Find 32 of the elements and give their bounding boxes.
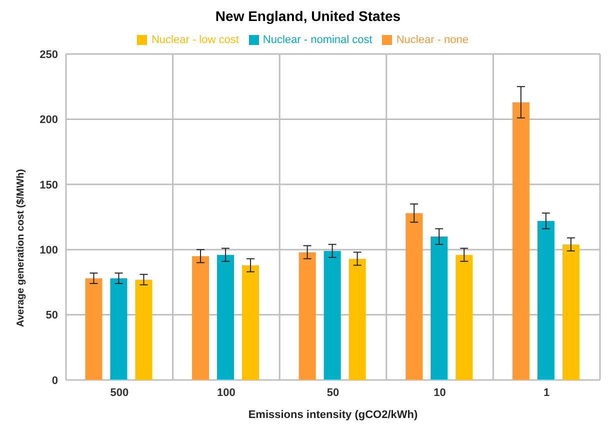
x-tick-label: 500 [110, 386, 129, 399]
bar [298, 252, 316, 380]
bar [406, 213, 423, 380]
y-tick-label: 200 [40, 114, 58, 126]
bar [85, 278, 102, 380]
y-tick-label: 100 [40, 244, 58, 257]
bar [537, 220, 554, 380]
bar [110, 278, 128, 380]
bar [192, 256, 210, 380]
chart-title: New England, United States [214, 8, 402, 26]
bar [242, 265, 260, 380]
bar [348, 258, 366, 380]
bar [456, 254, 473, 380]
x-tick-label: 10 [434, 386, 446, 399]
y-tick-label: 250 [40, 48, 58, 61]
legend-label: Nuclear - nominal cost [262, 34, 372, 46]
bar [135, 280, 152, 380]
y-axis-title: Average generation cost ($/MWh) [16, 169, 27, 327]
x-tick-label: 50 [326, 386, 340, 399]
bar [512, 102, 530, 380]
x-axis-title: Emissions intensity (gCO2/kWh) [248, 409, 418, 421]
bar [430, 236, 448, 380]
y-tick-label: 150 [40, 179, 58, 192]
legend-label: Nuclear - low cost [151, 34, 239, 46]
x-tick-label: 1 [544, 386, 550, 399]
bar [562, 244, 580, 380]
y-tick-label: 50 [46, 310, 58, 322]
bar [324, 250, 341, 380]
legend-label: Nuclear - none [396, 34, 468, 46]
bar [217, 254, 234, 380]
x-tick-label: 100 [217, 386, 236, 399]
y-tick-label: 0 [52, 374, 58, 387]
